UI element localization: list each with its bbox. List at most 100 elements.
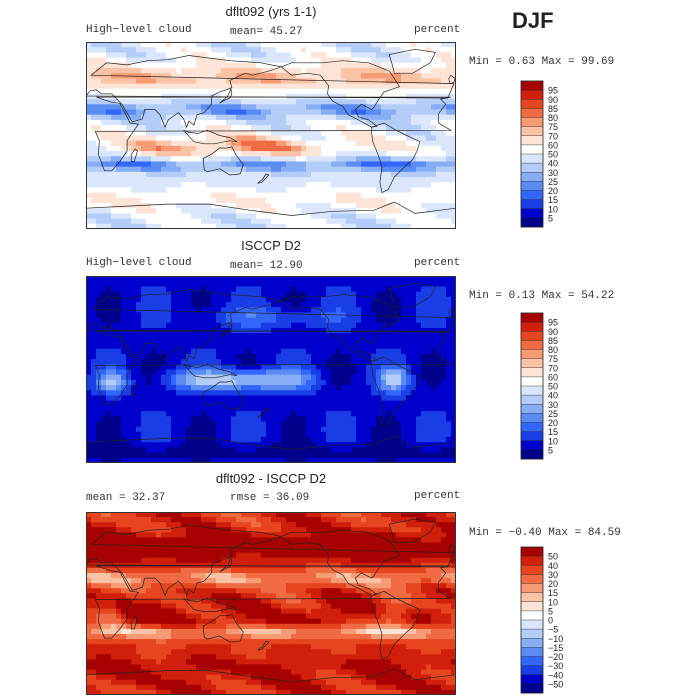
field-cell: [386, 369, 392, 376]
field-cell: [171, 42, 177, 48]
field-cell: [446, 42, 452, 48]
field-cell: [351, 369, 357, 376]
field-cell: [96, 426, 102, 433]
field-cell: [421, 166, 427, 173]
field-cell: [411, 151, 417, 157]
field-cell: [426, 83, 432, 90]
field-cell: [256, 145, 262, 152]
colorbar-tick-label: 15: [548, 195, 558, 205]
field-cell: [226, 208, 232, 215]
field-cell: [311, 83, 317, 90]
field-cell: [406, 411, 412, 417]
field-cell: [286, 161, 292, 168]
field-cell: [111, 333, 117, 339]
field-cell: [376, 421, 382, 428]
field-cell: [426, 42, 432, 48]
field-cell: [166, 62, 172, 69]
field-cell: [296, 99, 302, 105]
field-cell: [326, 286, 332, 293]
field-cell: [246, 223, 252, 229]
field-cell: [331, 421, 337, 428]
field-cell: [301, 296, 307, 303]
field-cell: [251, 223, 257, 229]
field-cell: [371, 145, 377, 152]
field-cell: [326, 88, 332, 95]
field-cell: [341, 67, 347, 74]
field-cell: [371, 130, 377, 137]
field-cell: [171, 338, 177, 345]
field-cell: [396, 88, 402, 95]
panel-title: ISCCP D2: [241, 238, 301, 253]
field-cell: [251, 333, 257, 339]
field-cell: [211, 208, 217, 215]
field-cell: [141, 88, 147, 95]
field-cell: [231, 353, 237, 360]
field-cell: [276, 343, 282, 350]
field-cell: [451, 390, 456, 397]
field-cell: [156, 395, 162, 402]
field-cell: [276, 307, 282, 313]
field-cell: [366, 343, 372, 350]
field-cell: [171, 161, 177, 168]
field-cell: [231, 218, 237, 225]
field-cell: [451, 400, 456, 407]
field-cell: [361, 114, 367, 121]
field-cell: [206, 161, 212, 168]
field-cell: [226, 99, 232, 105]
field-cell: [91, 426, 97, 433]
field-cell: [381, 42, 387, 48]
field-cell: [191, 301, 197, 308]
field-cell: [366, 197, 372, 204]
field-cell: [116, 333, 122, 339]
field-cell: [281, 369, 287, 376]
field-cell: [191, 379, 197, 386]
field-cell: [171, 379, 177, 386]
field-cell: [86, 177, 92, 183]
field-cell: [371, 119, 377, 126]
field-cell: [421, 83, 427, 90]
field-cell: [316, 390, 322, 397]
field-cell: [286, 213, 292, 220]
field-cell: [131, 379, 137, 386]
field-cell: [391, 312, 397, 319]
field-cell: [141, 83, 147, 90]
field-cell: [151, 104, 157, 111]
field-cell: [251, 369, 257, 376]
field-cell: [91, 177, 97, 183]
field-cell: [126, 223, 132, 229]
field-cell: [376, 166, 382, 173]
field-cell: [321, 364, 327, 371]
field-cell: [86, 390, 92, 397]
field-cell: [271, 208, 277, 215]
field-cell: [171, 322, 177, 329]
field-cell: [86, 140, 92, 147]
field-cell: [246, 416, 252, 423]
field-cell: [91, 187, 97, 194]
field-cell: [131, 411, 137, 417]
field-cell: [316, 421, 322, 428]
field-cell: [221, 192, 227, 199]
field-cell: [96, 161, 102, 168]
field-cell: [246, 73, 252, 79]
field-cell: [96, 390, 102, 397]
field-cell: [406, 296, 412, 303]
field-cell: [146, 151, 152, 157]
field-cell: [376, 338, 382, 345]
field-cell: [176, 338, 182, 345]
field-cell: [451, 42, 456, 48]
field-cell: [361, 395, 367, 402]
field-cell: [336, 99, 342, 105]
field-cell: [201, 296, 207, 303]
field-cell: [271, 47, 277, 53]
field-cell: [236, 42, 242, 48]
field-cell: [216, 135, 222, 142]
field-cell: [371, 182, 377, 189]
field-cell: [176, 67, 182, 74]
field-cell: [146, 312, 152, 319]
field-cell: [131, 343, 137, 350]
field-cell: [176, 359, 182, 365]
field-cell: [326, 385, 332, 391]
field-cell: [256, 218, 262, 225]
field-cell: [126, 333, 132, 339]
field-cell: [301, 187, 307, 194]
